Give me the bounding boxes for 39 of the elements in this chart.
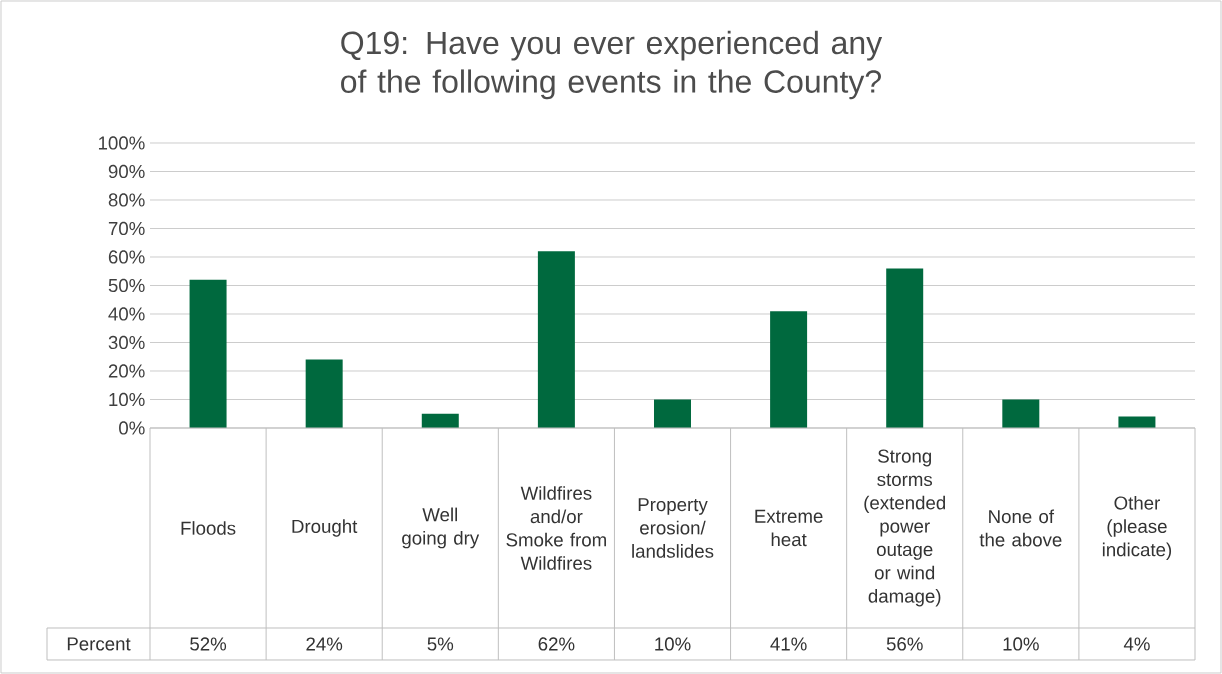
x-tick-label: Wildfires and/or Smoke from Wildfires (506, 486, 606, 570)
y-tick-label: 50% (108, 278, 145, 293)
text: Percent (67, 637, 131, 651)
y-tick-label: 80% (108, 193, 145, 207)
y-tick-label: 30% (108, 335, 145, 350)
bar (654, 399, 691, 428)
bar (421, 413, 459, 428)
x-tick-label: Strong storms (extended power outage or wind damage) (864, 449, 946, 607)
bar (770, 311, 808, 428)
y-tick-label: 0% (119, 421, 145, 435)
data-label: 52% (190, 637, 227, 651)
bar (189, 279, 227, 428)
chart-title: Q19: Have you ever experienced any of the following events in the County? (341, 30, 883, 100)
data-label: 56% (886, 637, 923, 651)
x-tick-label: Floods (181, 521, 236, 535)
data-label: 10% (655, 637, 691, 651)
data-label: 4% (1123, 637, 1150, 651)
x-tick-label: None of the above (979, 509, 1062, 547)
data-label: 62% (538, 637, 575, 651)
y-tick-label: 60% (108, 250, 145, 264)
x-tick-label: Drought (292, 519, 358, 537)
data-label: 41% (770, 637, 807, 651)
y-tick-label: 100% (98, 136, 145, 150)
bar (886, 268, 924, 428)
x-tick-label: Property erosion/landslides (632, 498, 714, 558)
y-tick-label: 90% (108, 164, 145, 179)
y-tick-label: 10% (109, 392, 145, 407)
bar (1002, 399, 1040, 428)
x-tick-label: Extreme heat (755, 509, 823, 547)
y-tick-label: 20% (108, 364, 145, 378)
y-tick-label: 70% (108, 221, 145, 236)
y-tick-label: 40% (108, 307, 145, 321)
data-label: 5% (427, 637, 454, 651)
data-label: 10% (1003, 637, 1039, 651)
x-tick-label: Other (please indicate) (1102, 495, 1172, 561)
x-tick-label: Well going dry (402, 507, 480, 549)
data-label: 24% (306, 637, 343, 651)
bar (537, 251, 575, 428)
bar (305, 359, 343, 428)
